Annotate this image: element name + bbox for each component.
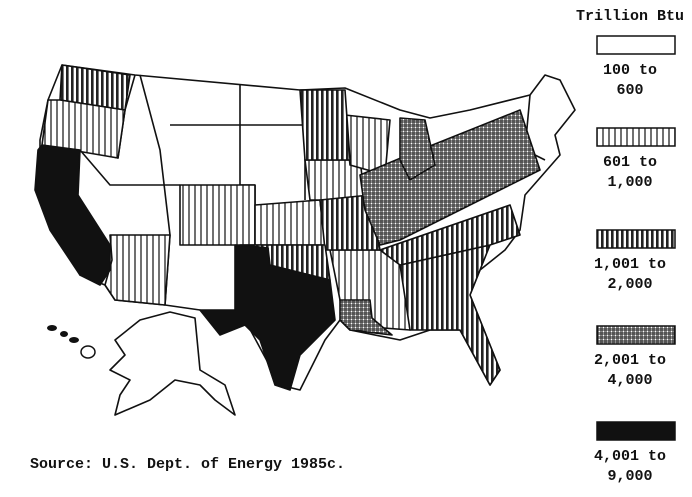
legend-swatch — [596, 421, 676, 441]
legend-label: 1,000 — [607, 174, 652, 191]
alaska — [109, 311, 236, 416]
legend-label: 601 to — [603, 154, 657, 171]
map — [34, 64, 576, 416]
legend: Trillion Btu 100 to 600 601 to 1,000 1,001 t… — [576, 8, 684, 485]
state — [359, 109, 541, 246]
legend-swatch — [596, 35, 676, 55]
legend-label: 9,000 — [607, 468, 652, 485]
legend-label: 600 — [616, 82, 643, 99]
legend-label: 2,000 — [607, 276, 652, 293]
legend-label: 100 to — [603, 62, 657, 79]
legend-label: 4,000 — [607, 372, 652, 389]
legend-swatch — [596, 325, 676, 345]
state — [379, 204, 521, 266]
state — [399, 117, 436, 181]
legend-label: 4,001 to — [594, 448, 666, 465]
legend-label: 2,001 to — [594, 352, 666, 369]
state — [254, 199, 326, 246]
legend-swatch — [596, 229, 676, 249]
hawaii — [47, 325, 96, 359]
state — [104, 234, 171, 306]
state — [34, 144, 111, 286]
state — [179, 184, 256, 246]
state — [339, 299, 393, 336]
source: Source: U.S. Dept. of Energy 1985c. — [30, 456, 345, 473]
state — [199, 244, 336, 391]
legend-title: Trillion Btu — [576, 8, 684, 25]
state — [399, 244, 501, 386]
legend-swatch — [596, 127, 676, 147]
state-lines — [79, 149, 180, 186]
state — [299, 89, 351, 161]
legend-label: 1,001 to — [594, 256, 666, 273]
